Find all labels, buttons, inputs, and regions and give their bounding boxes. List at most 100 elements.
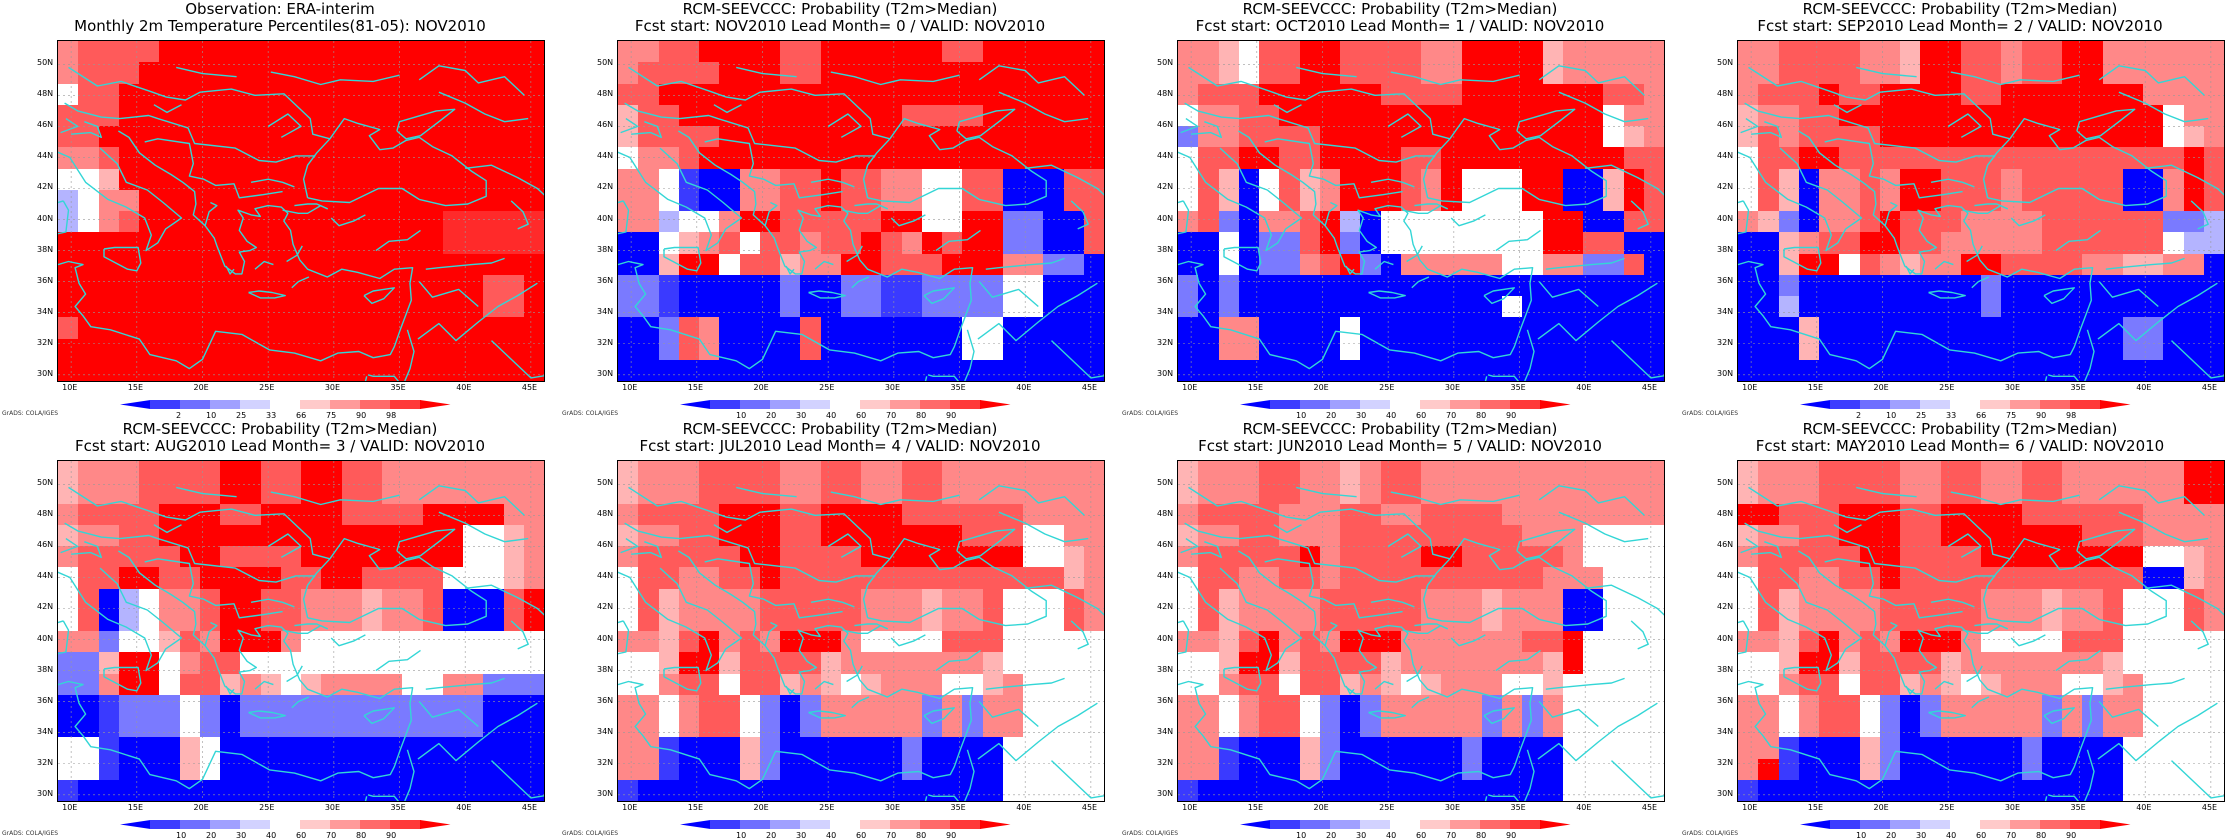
coastline bbox=[1422, 117, 1607, 207]
grid-cell bbox=[1043, 253, 1065, 276]
grid-cell bbox=[179, 274, 201, 297]
grid-cell bbox=[402, 211, 424, 233]
longitude-label: 10E bbox=[1182, 803, 1198, 812]
grid-cell bbox=[962, 211, 984, 233]
coastline bbox=[1223, 246, 1262, 272]
grid-cell bbox=[159, 126, 181, 148]
grid-cell bbox=[638, 62, 660, 85]
grid-cell bbox=[483, 104, 505, 127]
grid-cell bbox=[463, 232, 484, 255]
longitude-label: 35E bbox=[390, 383, 406, 392]
colorbar: 10 20 30 40 60 70 80 90 bbox=[1240, 400, 1571, 420]
panel-title: RCM-SEEVCCC: Probability (T2m>Median) bbox=[1802, 0, 2118, 18]
colorbar-segment bbox=[1270, 820, 1301, 829]
coastline bbox=[1184, 522, 1436, 583]
colorbar-tick-label: 10 bbox=[1296, 831, 1307, 840]
colorbar-tick-label: 60 bbox=[856, 411, 867, 420]
grid-cell bbox=[139, 359, 160, 381]
grid-cell bbox=[179, 168, 201, 191]
grid-cell bbox=[220, 296, 241, 318]
coastline bbox=[1450, 634, 1486, 647]
longitude-label: 15E bbox=[1247, 383, 1264, 392]
colorbar-tick-label: 90 bbox=[2066, 831, 2077, 840]
grid-cell bbox=[463, 211, 484, 233]
grid-cell bbox=[759, 62, 781, 85]
grid-cell bbox=[780, 41, 801, 63]
panel-subtitle: Fcst start: NOV2010 Lead Month= 0 / VALI… bbox=[634, 17, 1046, 35]
colorbar-segment bbox=[210, 400, 241, 409]
coastline bbox=[64, 522, 316, 583]
latitude-label: 38N bbox=[37, 664, 54, 674]
grid-cell bbox=[840, 189, 862, 212]
grid-cell bbox=[759, 104, 781, 127]
colorbar-tick-label: 10 bbox=[736, 411, 747, 420]
panel-title: RCM-SEEVCCC: Probability (T2m>Median) bbox=[122, 420, 438, 438]
colorbar-segment bbox=[180, 820, 211, 829]
colorbar-segment bbox=[360, 820, 391, 829]
grid-cell bbox=[139, 211, 160, 233]
grid-cell bbox=[921, 83, 943, 106]
grid-cell bbox=[382, 189, 403, 212]
coastline bbox=[58, 550, 414, 790]
coastline bbox=[248, 710, 286, 719]
coastline bbox=[1070, 620, 1089, 650]
grid-cell bbox=[463, 189, 484, 212]
grid-cell bbox=[1063, 211, 1085, 233]
coastline bbox=[225, 265, 235, 275]
panel-title: RCM-SEEVCCC: Probability (T2m>Median) bbox=[682, 420, 998, 438]
colorbar-tick-label: 90 bbox=[1506, 831, 1517, 840]
coastline bbox=[1484, 796, 1488, 801]
coastline bbox=[851, 276, 870, 289]
latitude-label: 34N bbox=[1157, 726, 1174, 736]
colorbar-segment bbox=[980, 400, 1011, 409]
grid-cell bbox=[800, 104, 822, 127]
coastline bbox=[330, 634, 366, 647]
colorbar-segment bbox=[1330, 400, 1361, 409]
grid-cell bbox=[442, 168, 464, 191]
grid-cell bbox=[98, 83, 120, 106]
grid-cell bbox=[220, 338, 241, 361]
grid-cell bbox=[921, 274, 943, 297]
map-panel: RCM-SEEVCCC: Probability (T2m>Median) Fcs… bbox=[1680, 420, 2240, 840]
grid-cell bbox=[638, 232, 660, 255]
grid-cell bbox=[58, 189, 79, 212]
grid-cell bbox=[78, 147, 100, 170]
grid-cell bbox=[1023, 274, 1044, 297]
grid-cell bbox=[719, 62, 741, 85]
coastline bbox=[286, 245, 303, 263]
grid-cell bbox=[179, 232, 201, 255]
grid-cell bbox=[402, 41, 424, 63]
colorbar-segment bbox=[330, 820, 361, 829]
grid-cell bbox=[699, 62, 720, 85]
grid-cell bbox=[58, 62, 79, 85]
coastline bbox=[2044, 376, 2048, 381]
grid-cell bbox=[321, 62, 343, 85]
grid-cell bbox=[301, 83, 322, 106]
grid-cell bbox=[881, 168, 903, 191]
longitude-label: 40E bbox=[1016, 803, 1032, 812]
coastline bbox=[1783, 246, 1822, 272]
coastline bbox=[417, 702, 538, 762]
coastline bbox=[736, 486, 797, 498]
coastline bbox=[1495, 649, 1541, 672]
grid-cell bbox=[820, 62, 842, 85]
colorbar-segment bbox=[1980, 820, 2011, 829]
colorbar-segment bbox=[1450, 820, 1481, 829]
latitude-label: 32N bbox=[1157, 337, 1174, 347]
grid-cell bbox=[321, 104, 343, 127]
grid-cell bbox=[422, 83, 444, 106]
grid-cell bbox=[159, 359, 181, 381]
grid-cell bbox=[759, 83, 781, 106]
colorbar-tick-label: 70 bbox=[886, 831, 897, 840]
grid-cell bbox=[962, 274, 984, 297]
grid-cell bbox=[800, 41, 822, 63]
colorbar-segment bbox=[680, 820, 711, 829]
grid-cell bbox=[321, 296, 343, 318]
coastline bbox=[367, 374, 400, 381]
coastline bbox=[956, 108, 1016, 140]
latitude-label: 32N bbox=[1717, 757, 1734, 767]
coastline bbox=[1324, 201, 1338, 226]
coastline bbox=[2097, 702, 2218, 762]
coastline bbox=[438, 511, 529, 543]
grid-cell bbox=[301, 253, 322, 276]
